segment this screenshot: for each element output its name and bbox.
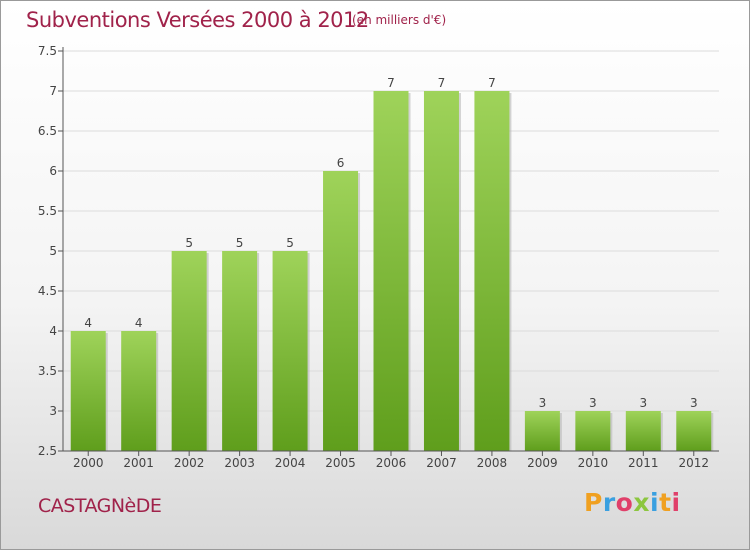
- logo-letter: x: [633, 488, 650, 517]
- bar-value-label: 5: [236, 236, 244, 250]
- y-tick-label: 5: [49, 244, 57, 258]
- bar: [423, 91, 459, 451]
- y-tick-label: 7.5: [38, 44, 57, 58]
- x-tick-label: 2005: [325, 456, 356, 470]
- bar-value-label: 4: [135, 316, 143, 330]
- x-tick-label: 2008: [477, 456, 508, 470]
- y-tick-label: 3: [49, 404, 57, 418]
- logo-letter: r: [602, 488, 616, 517]
- logo-letter: i: [650, 488, 660, 517]
- bar-value-label: 3: [639, 396, 647, 410]
- commune-name: CASTAGNèDE: [38, 495, 162, 517]
- bar: [676, 411, 712, 451]
- x-tick-label: 2001: [123, 456, 154, 470]
- x-tick-label: 2003: [224, 456, 255, 470]
- bar-value-label: 6: [337, 156, 345, 170]
- logo-letter: t: [659, 488, 672, 517]
- bar: [474, 91, 510, 451]
- bar: [171, 251, 207, 451]
- x-tick-label: 2002: [174, 456, 205, 470]
- bar-value-label: 3: [690, 396, 698, 410]
- bar-value-label: 7: [488, 76, 496, 90]
- y-tick-label: 5.5: [38, 204, 57, 218]
- logo-letter: o: [615, 488, 634, 517]
- bar-value-label: 3: [539, 396, 547, 410]
- bar-value-label: 4: [84, 316, 92, 330]
- bar: [323, 171, 359, 451]
- bar: [524, 411, 560, 451]
- y-tick-label: 4: [49, 324, 57, 338]
- bar-value-label: 7: [387, 76, 395, 90]
- bar: [625, 411, 661, 451]
- bar: [121, 331, 157, 451]
- x-tick-label: 2011: [628, 456, 659, 470]
- x-tick-label: 2010: [578, 456, 609, 470]
- bar-value-label: 7: [438, 76, 446, 90]
- x-tick-label: 2004: [275, 456, 306, 470]
- logo-letter: i: [671, 488, 681, 517]
- x-tick-label: 2012: [678, 456, 709, 470]
- bar: [373, 91, 409, 451]
- bar: [575, 411, 611, 451]
- bar-value-label: 5: [286, 236, 294, 250]
- bar-value-label: 5: [185, 236, 193, 250]
- x-tick-label: 2000: [73, 456, 104, 470]
- logo-letter: P: [584, 488, 603, 517]
- chart-unit: (en milliers d'€): [352, 13, 447, 27]
- x-tick-label: 2009: [527, 456, 558, 470]
- y-tick-label: 4.5: [38, 284, 57, 298]
- bar: [272, 251, 308, 451]
- y-tick-label: 7: [49, 84, 57, 98]
- y-tick-label: 3.5: [38, 364, 57, 378]
- bar-value-label: 3: [589, 396, 597, 410]
- proxiti-logo: Proxiti: [584, 488, 681, 517]
- y-tick-label: 2.5: [38, 444, 57, 458]
- chart-title: Subventions Versées 2000 à 2012: [26, 8, 369, 32]
- y-tick-label: 6.5: [38, 124, 57, 138]
- x-tick-label: 2007: [426, 456, 457, 470]
- y-tick-label: 6: [49, 164, 57, 178]
- bar: [70, 331, 106, 451]
- bar: [222, 251, 258, 451]
- x-tick-label: 2006: [376, 456, 407, 470]
